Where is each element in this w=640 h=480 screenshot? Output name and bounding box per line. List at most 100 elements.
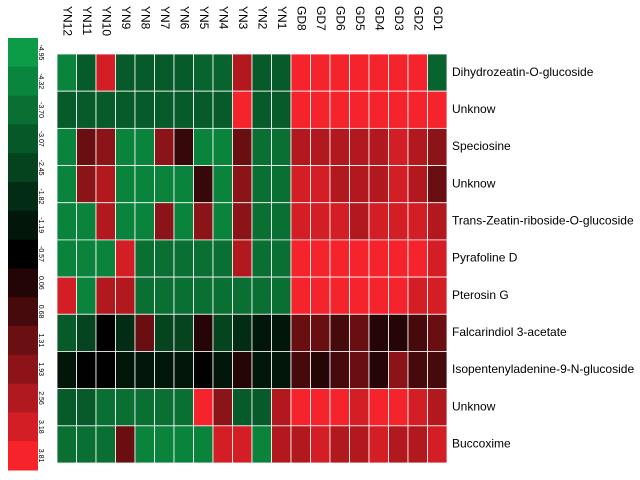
heatmap-cell (290, 90, 311, 129)
heatmap-cell (154, 53, 175, 92)
heatmap-cell (154, 313, 175, 352)
heatmap-cell (56, 388, 77, 427)
heatmap-cell (173, 313, 194, 352)
heatmap-cell (251, 165, 272, 204)
heatmap-cell (407, 202, 428, 241)
colorbar-band (8, 268, 38, 298)
column-label: GD1 (431, 6, 445, 31)
heatmap-cell (329, 165, 350, 204)
heatmap-cell (115, 276, 136, 315)
column-label: GD2 (412, 6, 426, 31)
heatmap-cell (349, 313, 370, 352)
heatmap-cell (212, 313, 233, 352)
heatmap-cell (212, 90, 233, 129)
heatmap-cell (232, 165, 253, 204)
heatmap-cell (407, 165, 428, 204)
heatmap-cell (310, 127, 331, 166)
heatmap-cell (173, 53, 194, 92)
column-label: GD8 (295, 6, 309, 31)
heatmap-cell (290, 313, 311, 352)
heatmap-cell (310, 313, 331, 352)
colorbar-band (8, 326, 38, 356)
heatmap-cell (290, 425, 311, 464)
colorbar-band (8, 412, 38, 442)
heatmap-cell (349, 202, 370, 241)
heatmap-cell (290, 53, 311, 92)
heatmap-cell (154, 276, 175, 315)
heatmap-cell (349, 425, 370, 464)
heatmap-cell (95, 165, 116, 204)
colorbar-tick-label: -1.82 (37, 188, 44, 204)
colorbar-tick-label: -2.45 (37, 160, 44, 176)
heatmap-cell (427, 239, 448, 278)
colorbar-band (8, 210, 38, 241)
column-label: GD6 (334, 6, 348, 31)
heatmap-cell (212, 388, 233, 427)
heatmap-cell (134, 90, 155, 129)
heatmap-cell (349, 53, 370, 92)
column-label: GD5 (353, 6, 367, 31)
heatmap-cell (329, 425, 350, 464)
heatmap-cell (329, 90, 350, 129)
heatmap-cell (290, 239, 311, 278)
heatmap-cell (56, 425, 77, 464)
colorbar-band (8, 441, 38, 471)
heatmap-cell (212, 351, 233, 390)
heatmap-cell (134, 388, 155, 427)
column-label: GD7 (314, 6, 328, 31)
heatmap-cell (407, 313, 428, 352)
colorbar-tick-label: 2.56 (37, 391, 44, 405)
heatmap-cell (115, 127, 136, 166)
heatmap-cell (134, 239, 155, 278)
colorbar-band (8, 153, 38, 183)
heatmap-cell (56, 127, 77, 166)
heatmap-cell (388, 239, 409, 278)
heatmap-cell (310, 165, 331, 204)
heatmap-cell (134, 313, 155, 352)
heatmap-cell (407, 127, 428, 166)
heatmap-cell (271, 388, 292, 427)
heatmap-cell (407, 351, 428, 390)
heatmap-cell (115, 351, 136, 390)
heatmap-cell (193, 388, 214, 427)
heatmap-cell (427, 351, 448, 390)
heatmap-cell (368, 90, 389, 129)
heatmap-cell (271, 90, 292, 129)
heatmap-cell (76, 165, 97, 204)
heatmap-cell (251, 127, 272, 166)
heatmap-cell (173, 388, 194, 427)
colorbar-tick-label: -3.07 (37, 131, 44, 147)
row-label: Trans-Zeatin-riboside-O-glucoside (452, 213, 634, 227)
heatmap-cell (251, 388, 272, 427)
colorbar-band (8, 38, 38, 68)
heatmap-cell (115, 53, 136, 92)
heatmap-cell (134, 127, 155, 166)
heatmap-cell (368, 313, 389, 352)
heatmap-cell (290, 165, 311, 204)
heatmap-cell (115, 239, 136, 278)
row-label: Unknow (452, 399, 496, 413)
heatmap-cell (290, 127, 311, 166)
heatmap-cell (290, 351, 311, 390)
heatmap-cell (290, 276, 311, 315)
heatmap-cell (76, 202, 97, 241)
column-label: YN6 (178, 6, 192, 30)
heatmap-cell (271, 425, 292, 464)
heatmap-cell (212, 127, 233, 166)
heatmap-cell (193, 53, 214, 92)
heatmap-cell (95, 202, 116, 241)
heatmap-cell (193, 351, 214, 390)
heatmap-cell (76, 239, 97, 278)
heatmap-cell (271, 165, 292, 204)
heatmap-cell (349, 90, 370, 129)
heatmap-cell (368, 202, 389, 241)
row-label: Unknow (452, 102, 496, 116)
heatmap-cell (310, 239, 331, 278)
heatmap-cell (95, 388, 116, 427)
heatmap-cell (173, 276, 194, 315)
heatmap-cell (154, 239, 175, 278)
heatmap-cell (368, 127, 389, 166)
heatmap-cell (193, 90, 214, 129)
heatmap-cell (427, 388, 448, 427)
